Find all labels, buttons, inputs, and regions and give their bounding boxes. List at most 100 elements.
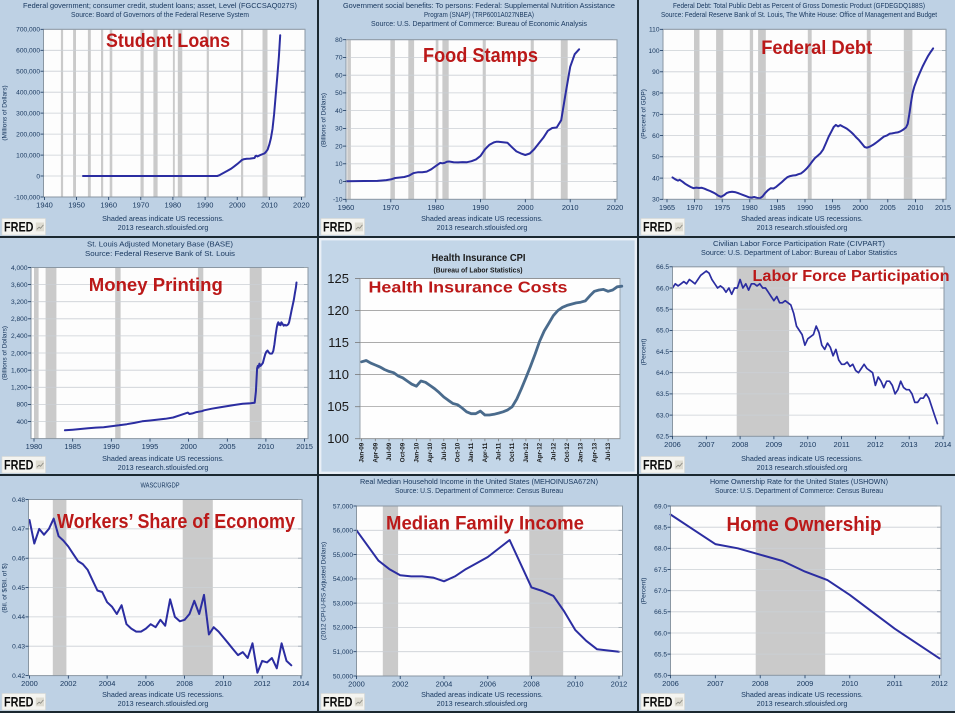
- svg-text:0.45: 0.45: [12, 585, 25, 592]
- svg-text:65.0: 65.0: [656, 328, 669, 335]
- svg-text:(Percent): (Percent): [641, 339, 648, 366]
- svg-text:FRED: FRED: [323, 694, 353, 710]
- svg-text:1980: 1980: [742, 203, 758, 212]
- svg-text:Health Insurance Costs: Health Insurance Costs: [369, 280, 568, 297]
- svg-text:Jan-11: Jan-11: [468, 442, 475, 462]
- svg-text:2013 research.stlouisfed.org: 2013 research.stlouisfed.org: [757, 699, 848, 708]
- svg-text:(Percent of GDP): (Percent of GDP): [641, 89, 648, 139]
- svg-text:Labor Force Participation: Labor Force Participation: [753, 268, 950, 285]
- svg-text:1970: 1970: [687, 203, 703, 212]
- svg-text:64.0: 64.0: [656, 370, 669, 377]
- svg-text:2010: 2010: [562, 203, 579, 212]
- svg-text:Shaded areas indicate US reces: Shaded areas indicate US recessions.: [421, 690, 543, 699]
- svg-text:70: 70: [335, 55, 343, 62]
- svg-text:1,200: 1,200: [11, 385, 28, 392]
- svg-text:1970: 1970: [132, 201, 149, 210]
- svg-text:2000: 2000: [517, 203, 534, 212]
- svg-text:2005: 2005: [219, 442, 236, 451]
- svg-text:2010: 2010: [215, 679, 232, 688]
- svg-text:Jan-13: Jan-13: [578, 442, 585, 462]
- svg-text:0.47: 0.47: [12, 526, 25, 533]
- svg-text:Jan-10: Jan-10: [413, 442, 420, 462]
- svg-text:60: 60: [335, 73, 343, 80]
- svg-text:2000: 2000: [229, 201, 246, 210]
- svg-text:110: 110: [649, 27, 660, 34]
- svg-text:0.43: 0.43: [12, 644, 25, 651]
- svg-text:Oct-11: Oct-11: [509, 442, 516, 462]
- svg-text:2013 research.stlouisfed.org: 2013 research.stlouisfed.org: [757, 223, 848, 232]
- svg-text:70: 70: [652, 112, 660, 119]
- svg-text:3,200: 3,200: [11, 299, 28, 306]
- svg-text:2014: 2014: [293, 679, 310, 688]
- svg-text:1980: 1980: [26, 442, 43, 451]
- svg-text:2009: 2009: [797, 679, 814, 688]
- svg-text:2005: 2005: [880, 203, 896, 212]
- svg-text:2011: 2011: [834, 440, 850, 449]
- svg-text:115: 115: [328, 335, 349, 350]
- svg-text:-100,000: -100,000: [14, 194, 40, 201]
- svg-text:Source: U.S. Department of Lab: Source: U.S. Department of Labor: Bureau…: [701, 248, 897, 257]
- svg-text:-10: -10: [333, 197, 343, 204]
- svg-text:80: 80: [652, 90, 660, 97]
- svg-text:57,000: 57,000: [333, 503, 354, 510]
- svg-text:1995: 1995: [142, 442, 159, 451]
- svg-text:0.42: 0.42: [12, 673, 25, 680]
- svg-text:Jan-09: Jan-09: [359, 442, 366, 462]
- svg-text:52,000: 52,000: [333, 625, 354, 632]
- svg-text:2010: 2010: [258, 442, 275, 451]
- svg-text:0: 0: [339, 179, 343, 186]
- svg-text:1990: 1990: [103, 442, 120, 451]
- svg-text:66.0: 66.0: [654, 630, 667, 637]
- svg-text:2006: 2006: [479, 680, 496, 689]
- svg-text:55,000: 55,000: [333, 552, 354, 559]
- svg-text:2008: 2008: [732, 440, 749, 449]
- svg-text:63.0: 63.0: [656, 412, 669, 419]
- svg-text:110: 110: [328, 367, 349, 382]
- svg-text:(Billions of Dollars): (Billions of Dollars): [321, 93, 328, 147]
- svg-text:2010: 2010: [799, 440, 816, 449]
- svg-text:2007: 2007: [698, 440, 715, 449]
- svg-text:1965: 1965: [659, 203, 675, 212]
- svg-text:66.5: 66.5: [654, 609, 667, 616]
- svg-text:2002: 2002: [392, 680, 409, 689]
- svg-text:FRED: FRED: [323, 219, 353, 235]
- svg-text:2013 research.stlouisfed.org: 2013 research.stlouisfed.org: [437, 223, 528, 232]
- svg-text:Shaded areas indicate US reces: Shaded areas indicate US recessions.: [741, 454, 863, 463]
- svg-text:2015: 2015: [296, 442, 313, 451]
- svg-text:FRED: FRED: [643, 219, 673, 235]
- svg-text:(Bureau of Labor Statistics): (Bureau of Labor Statistics): [434, 268, 523, 275]
- svg-text:10: 10: [335, 161, 343, 168]
- svg-text:40: 40: [652, 175, 660, 182]
- svg-text:400,000: 400,000: [16, 90, 40, 97]
- svg-text:2020: 2020: [607, 203, 624, 212]
- svg-text:Civilian Labor Force Participa: Civilian Labor Force Participation Rate …: [713, 239, 885, 248]
- svg-text:2013 research.stlouisfed.org: 2013 research.stlouisfed.org: [118, 223, 209, 232]
- svg-text:80: 80: [335, 37, 343, 44]
- svg-text:(Bil. of $/Bil. of $): (Bil. of $/Bil. of $): [2, 563, 9, 613]
- svg-text:Jul-13: Jul-13: [605, 442, 612, 461]
- svg-text:500,000: 500,000: [16, 69, 40, 76]
- svg-text:FRED: FRED: [4, 219, 34, 235]
- svg-text:Home Ownership Rate for the Un: Home Ownership Rate for the United State…: [710, 477, 888, 486]
- svg-text:0.48: 0.48: [12, 497, 25, 504]
- svg-text:2013 research.stlouisfed.org: 2013 research.stlouisfed.org: [757, 463, 848, 472]
- svg-text:1990: 1990: [797, 203, 813, 212]
- svg-text:2000: 2000: [21, 679, 38, 688]
- svg-text:68.5: 68.5: [654, 525, 667, 532]
- svg-text:69.0: 69.0: [654, 503, 667, 510]
- svg-text:4,000: 4,000: [11, 265, 28, 272]
- svg-text:90: 90: [652, 69, 660, 76]
- svg-text:Shaded areas indicate US reces: Shaded areas indicate US recessions.: [102, 454, 224, 463]
- svg-text:(Billions of Dollars): (Billions of Dollars): [2, 326, 9, 380]
- svg-text:1980: 1980: [427, 203, 444, 212]
- svg-text:Money Printing: Money Printing: [89, 275, 223, 295]
- svg-text:1950: 1950: [68, 201, 85, 210]
- svg-text:2009: 2009: [766, 440, 783, 449]
- svg-text:54,000: 54,000: [333, 576, 354, 583]
- svg-text:1985: 1985: [769, 203, 785, 212]
- svg-text:Program (SNAP) (TRP6001A027NBE: Program (SNAP) (TRP6001A027NBEA): [424, 10, 534, 19]
- svg-text:1990: 1990: [197, 201, 214, 210]
- svg-text:2008: 2008: [176, 679, 193, 688]
- svg-text:60: 60: [652, 133, 660, 140]
- svg-text:Jul-12: Jul-12: [550, 442, 557, 461]
